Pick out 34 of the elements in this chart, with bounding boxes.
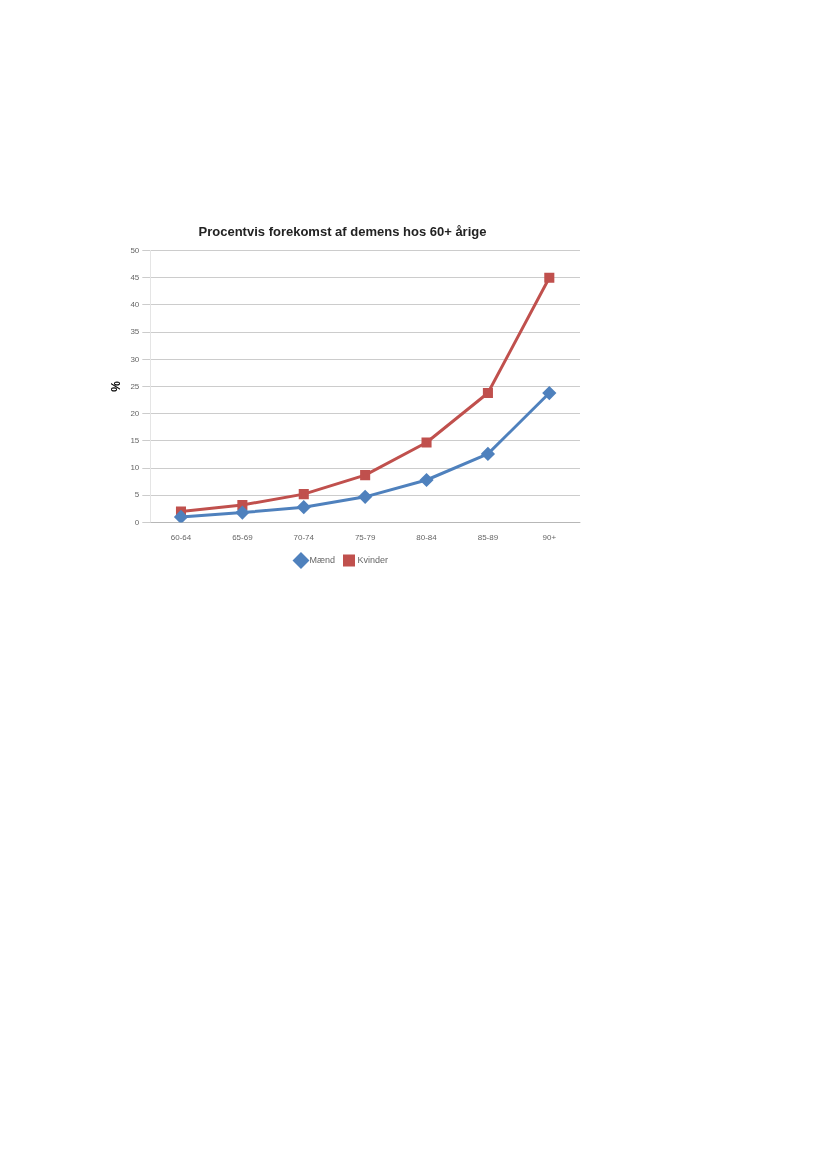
- point: [420, 473, 434, 487]
- y-tick-label: 5: [134, 490, 140, 500]
- x-tick-label: 70-74: [293, 533, 315, 543]
- y-tick-label: 25: [130, 381, 140, 391]
- point: [481, 447, 495, 461]
- y-tick-label: 10: [130, 463, 140, 473]
- y-tick-label: 15: [130, 436, 140, 446]
- point: [421, 437, 432, 448]
- x-tick-label: 65-69: [232, 533, 254, 543]
- point: [360, 470, 371, 481]
- point: [542, 386, 556, 400]
- y-tick-label: 20: [130, 408, 140, 418]
- y-tick-label: 45: [130, 272, 140, 282]
- point: [297, 500, 311, 514]
- y-tick-label: 40: [130, 300, 140, 310]
- legend-label: Mænd: [309, 554, 335, 565]
- legend-label: Kvinder: [357, 554, 389, 565]
- point: [482, 387, 493, 399]
- point: [298, 489, 309, 500]
- x-tick-label: 80-84: [416, 533, 438, 543]
- x-tick-label: 60-64: [170, 533, 192, 543]
- point: [235, 506, 249, 520]
- y-tick-label: 30: [130, 354, 140, 364]
- y-tick-label: 0: [134, 517, 140, 527]
- point: [174, 510, 188, 523]
- chart-title: Procentvis forekomst af demens hos 60+ årige: [198, 224, 487, 240]
- x-tick-label: 85-89: [477, 533, 499, 543]
- point: [544, 272, 555, 283]
- x-tick-label: 75-79: [354, 533, 376, 543]
- x-tick-label: 90+: [542, 533, 557, 543]
- y-axis-title: %: [108, 380, 123, 392]
- y-tick-label: 35: [130, 327, 140, 337]
- y-tick-label: 50: [130, 245, 140, 255]
- point: [358, 490, 372, 504]
